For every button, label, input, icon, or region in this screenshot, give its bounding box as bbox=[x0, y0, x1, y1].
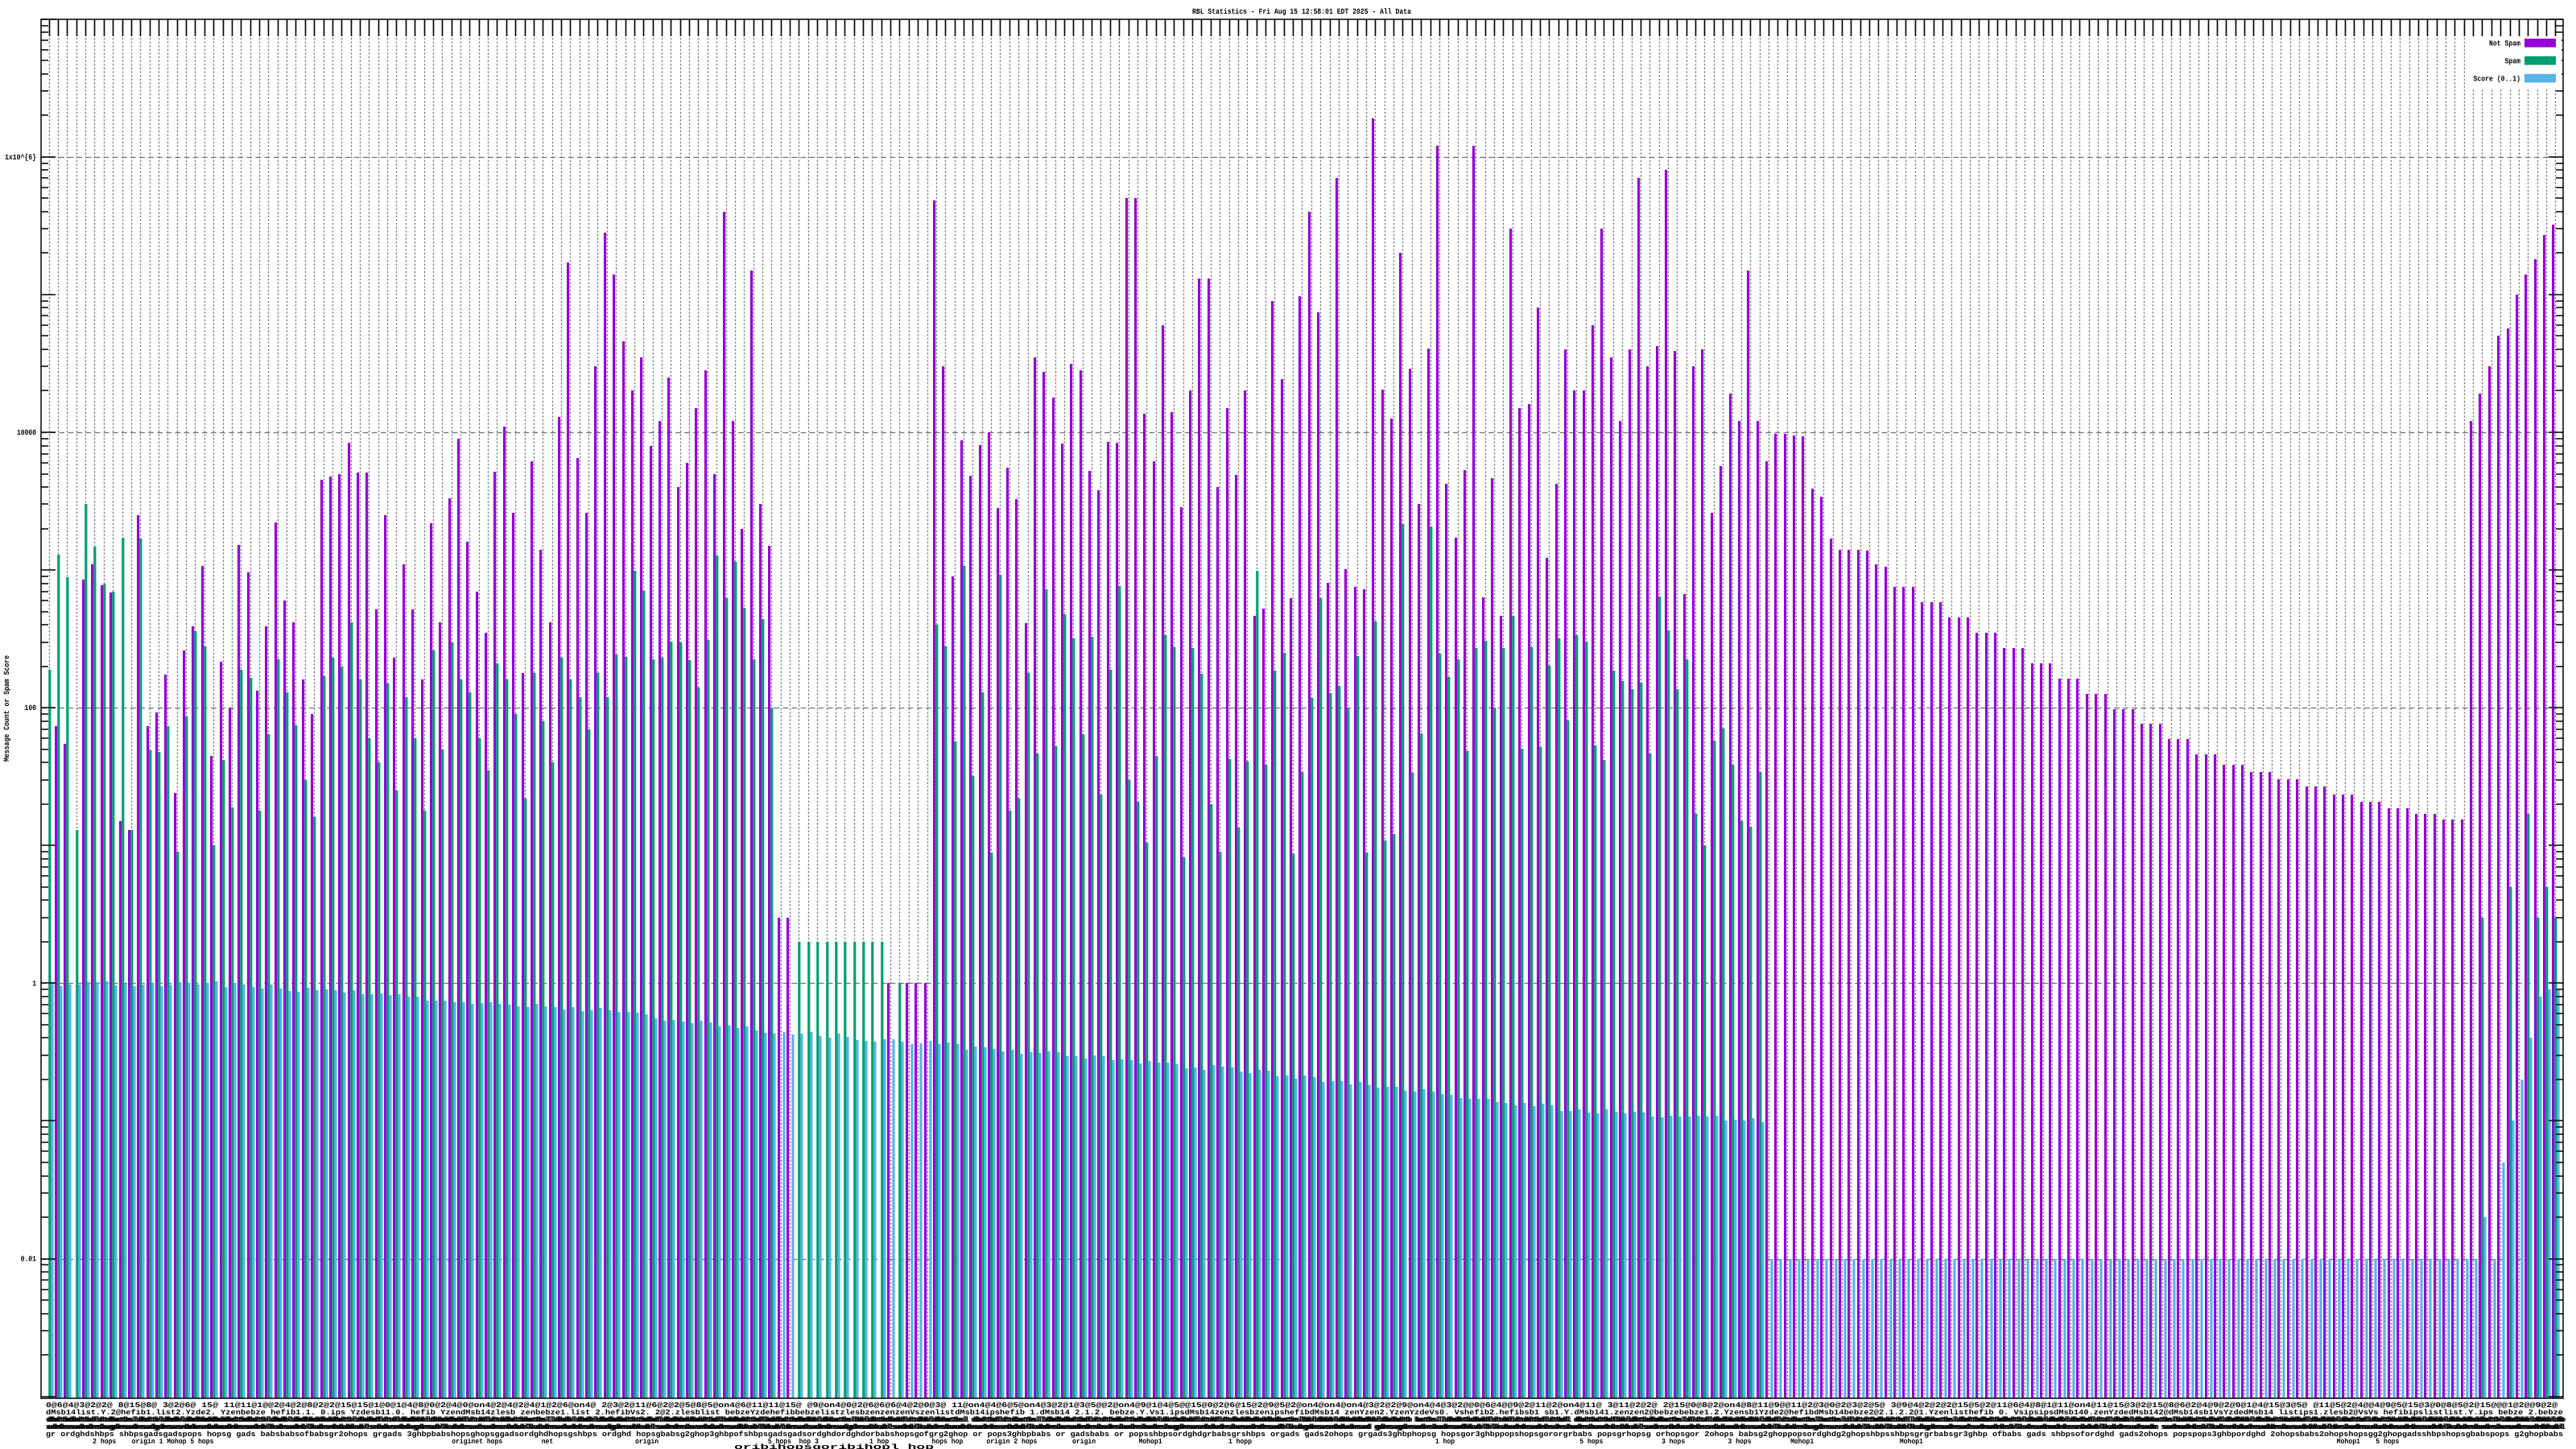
svg-text:Score (0..1): Score (0..1) bbox=[2474, 74, 2520, 83]
svg-text:gr ordghdshbps shbpsgadsgadspo: gr ordghdshbps shbpsgadsgadspops hopsg g… bbox=[46, 1430, 2563, 1439]
svg-text:2 hops origin 1 Mohop 5 hop: 2 hops origin 1 Mohop 5 hops originet ho… bbox=[46, 1438, 2563, 1446]
svg-text:1: 1 bbox=[32, 979, 36, 988]
svg-text:dbdtbdbdtbdldtdbatbsldbdtbldbd: dbdtbdbdtbdldtdbatbsldbdtbldbdbldbdbbddb… bbox=[48, 1416, 2566, 1424]
svg-text:RBL Statistics - Fri Aug 15 12: RBL Statistics - Fri Aug 15 12:58:01 EDT… bbox=[1192, 7, 1411, 16]
svg-text:dbdtbdbdtbdldtdbatbsldbdtbldbd: dbdtbdbdtbdldtdbatbsldbdtbldbdbldbdbbddb… bbox=[47, 1416, 2565, 1424]
svg-text:dbdtbdbdtbdldtdbatbsldbdtbldbd: dbdtbdbdtbdldtdbatbsldbdtbldbdbldbdbbddb… bbox=[46, 1416, 2563, 1424]
svg-text:1x10^{6}: 1x10^{6} bbox=[5, 153, 36, 162]
svg-text:0@6@4@3@2@2@ 8@15@8@ 3@2@6@ 15: 0@6@4@3@2@2@ 8@15@8@ 3@2@6@ 15@ 11@11@1@… bbox=[46, 1402, 2563, 1410]
svg-text:0.01: 0.01 bbox=[21, 1255, 37, 1264]
svg-text:10000: 10000 bbox=[17, 428, 36, 437]
svg-text:oribihopsgoribihopl hop: oribihopsgoribihopl hop bbox=[734, 1443, 934, 1449]
svg-text:Spam: Spam bbox=[2505, 57, 2521, 66]
svg-text:udnbssudndnsbugdnsudnsudgdnsus: udnbssudndnsbugdnsudnsudgdnsusnbdusnbduu… bbox=[46, 1423, 2564, 1431]
svg-text:udnbssudndnsbugdnsudnsudgdnsus: udnbssudndnsbugdnsudnsudgdnsusnbdusnbduu… bbox=[48, 1423, 2566, 1431]
svg-text:Message Count or Spam Score: Message Count or Spam Score bbox=[2, 655, 11, 762]
svg-text:dMsb14list.Y.2@hefib1.list2.Yz: dMsb14list.Y.2@hefib1.list2.Yzde2. Yzenb… bbox=[46, 1409, 2563, 1417]
svg-text:100: 100 bbox=[25, 704, 37, 712]
svg-text:udnbssudndnsbugdnsudnsudgdnsus: udnbssudndnsbugdnsudnsudgdnsusnbdusnbduu… bbox=[47, 1423, 2566, 1431]
svg-text:Not Spam: Not Spam bbox=[2489, 39, 2520, 48]
